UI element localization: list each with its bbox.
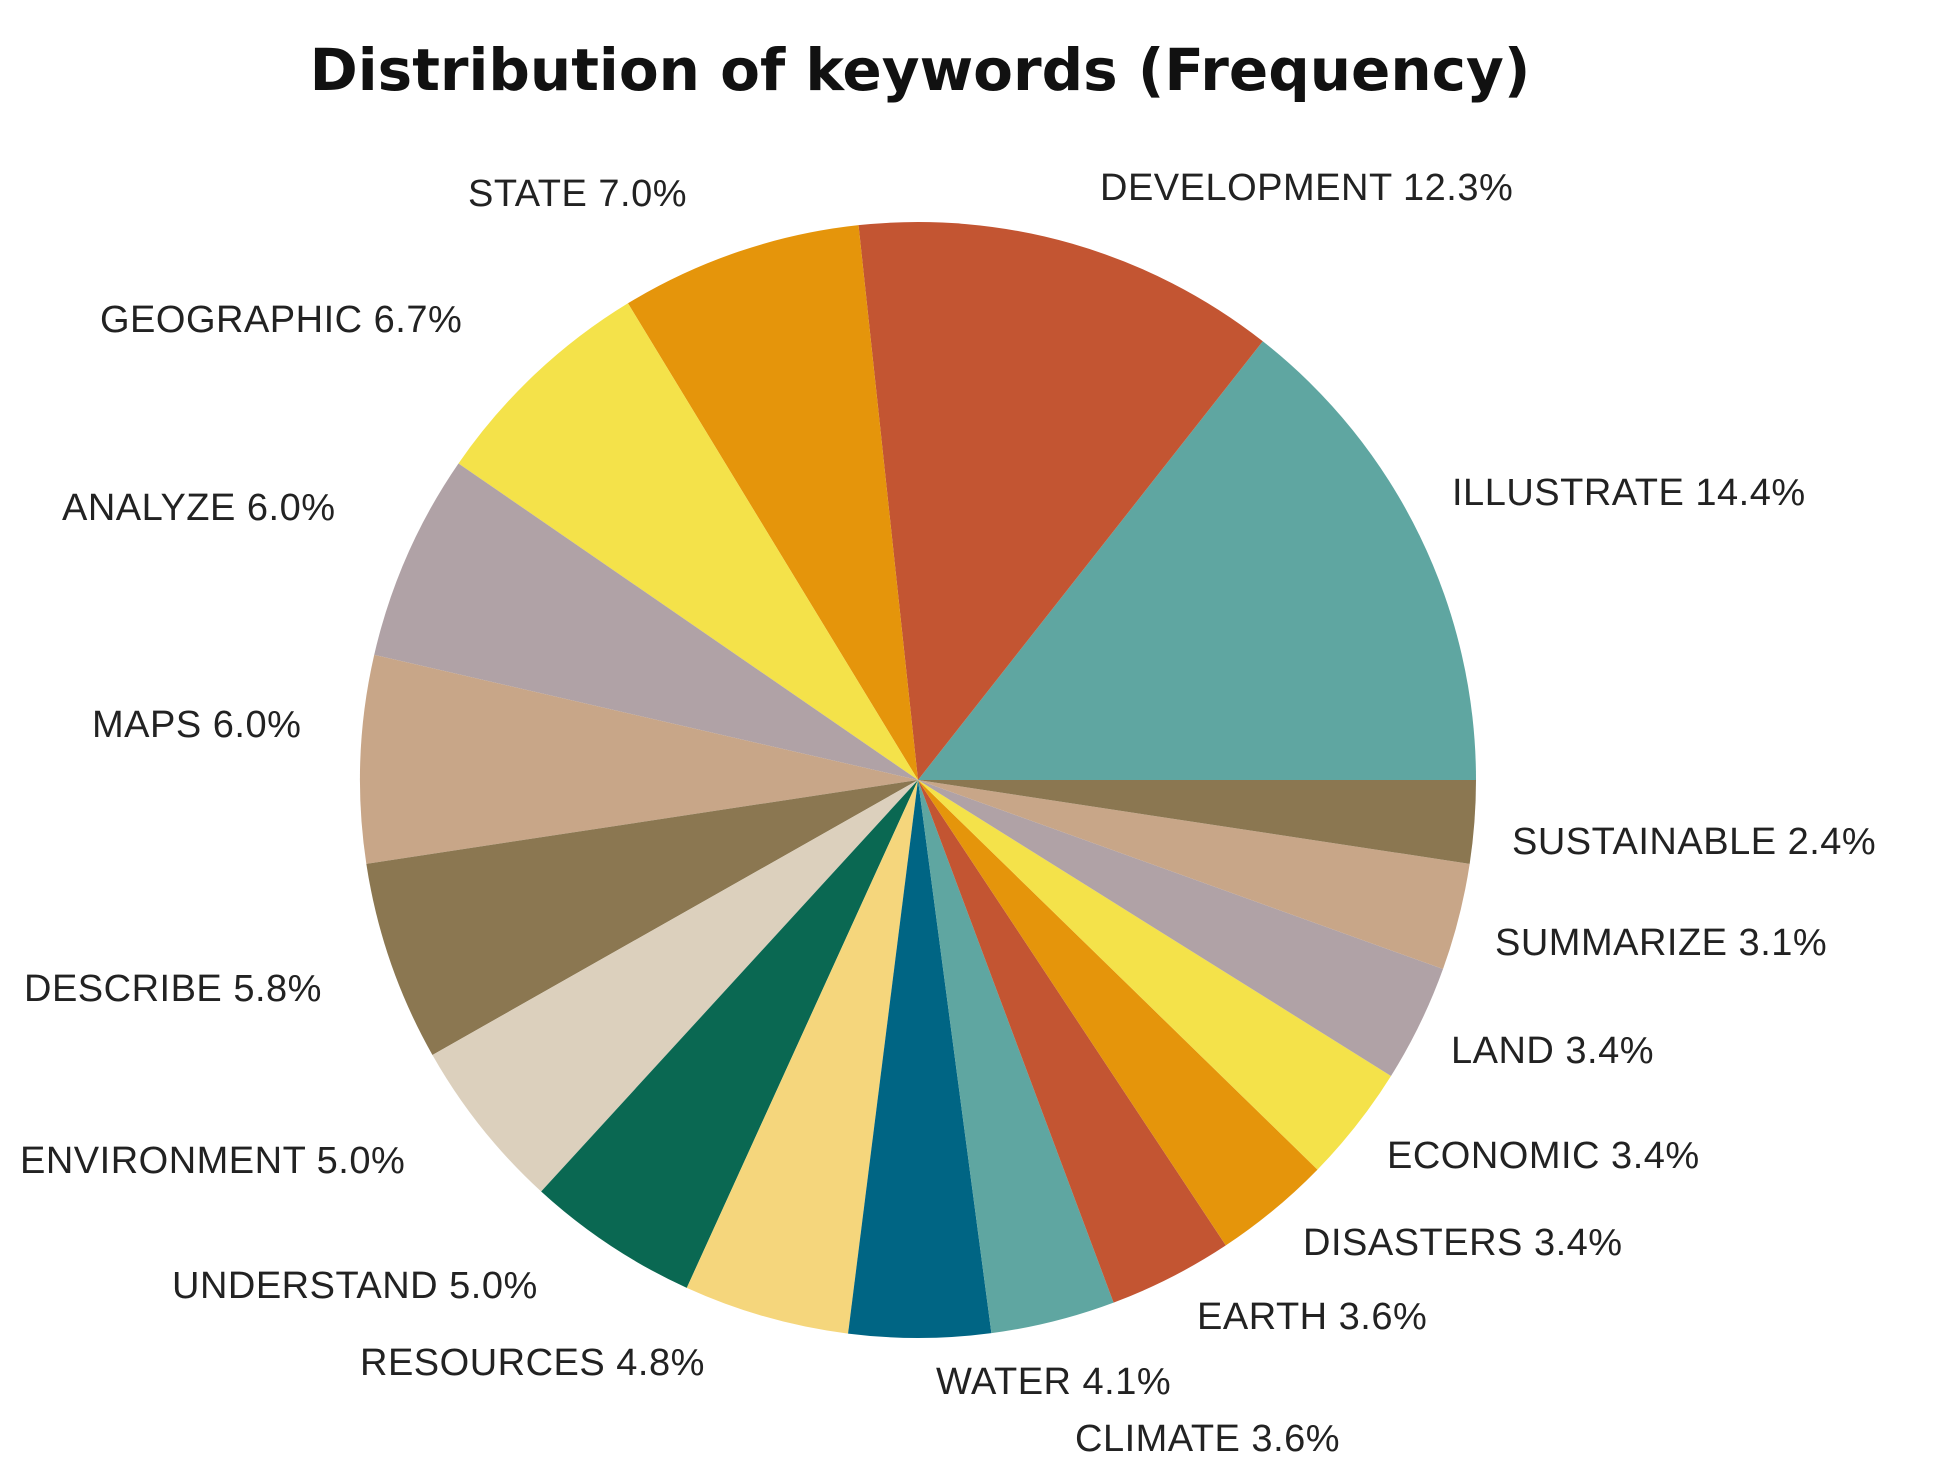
slice-label-water: WATER 4.1% bbox=[936, 1361, 1171, 1403]
pie-slice-state bbox=[627, 225, 918, 780]
chart-title: Distribution of keywords (Frequency) bbox=[310, 36, 1531, 104]
slice-label-state: STATE 7.0% bbox=[468, 173, 687, 215]
pie-slice-environment bbox=[432, 780, 918, 1192]
slice-label-economic: ECONOMIC 3.4% bbox=[1387, 1135, 1700, 1177]
pie-slice-illustrate bbox=[918, 341, 1477, 780]
slice-label-geographic: GEOGRAPHIC 6.7% bbox=[100, 299, 462, 341]
slice-label-summarize: SUMMARIZE 3.1% bbox=[1495, 922, 1827, 964]
slice-label-describe: DESCRIBE 5.8% bbox=[24, 968, 322, 1010]
pie-slice-earth bbox=[918, 780, 1226, 1303]
slice-label-understand: UNDERSTAND 5.0% bbox=[172, 1265, 538, 1307]
slice-label-resources: RESOURCES 4.8% bbox=[360, 1342, 705, 1384]
slice-label-environment: ENVIRONMENT 5.0% bbox=[20, 1140, 405, 1182]
pie-slice-climate bbox=[918, 780, 1114, 1334]
pie-slice-water bbox=[848, 780, 992, 1339]
slice-label-climate: CLIMATE 3.6% bbox=[1075, 1418, 1340, 1460]
pie-slice-geographic bbox=[458, 303, 918, 780]
slice-label-analyze: ANALYZE 6.0% bbox=[62, 487, 336, 529]
pie-slice-land bbox=[918, 780, 1444, 1077]
slice-label-maps: MAPS 6.0% bbox=[92, 704, 301, 746]
pie-slice-describe bbox=[366, 780, 919, 1055]
slice-label-disasters: DISASTERS 3.4% bbox=[1303, 1222, 1623, 1264]
pie-slice-maps bbox=[359, 654, 918, 864]
pie-slice-disasters bbox=[918, 780, 1318, 1246]
slice-label-earth: EARTH 3.6% bbox=[1197, 1296, 1427, 1338]
pie-slice-summarize bbox=[918, 780, 1470, 970]
slice-labels: ILLUSTRATE 14.4% DEVELOPMENT 12.3% STATE 7… bbox=[20, 167, 1876, 1460]
pie-slice-economic bbox=[918, 780, 1391, 1170]
pie-slice-resources bbox=[686, 780, 918, 1334]
slice-label-sustainable: SUSTAINABLE 2.4% bbox=[1512, 821, 1876, 863]
pie-slices bbox=[359, 221, 1477, 1339]
pie-slice-development bbox=[858, 221, 1263, 780]
pie-slice-understand bbox=[541, 780, 918, 1288]
pie-slice-analyze bbox=[374, 463, 919, 780]
pie-slice-sustainable bbox=[918, 780, 1476, 864]
slice-label-development: DEVELOPMENT 12.3% bbox=[1100, 167, 1513, 209]
slice-label-land: LAND 3.4% bbox=[1451, 1030, 1654, 1072]
slice-label-illustrate: ILLUSTRATE 14.4% bbox=[1452, 472, 1806, 514]
